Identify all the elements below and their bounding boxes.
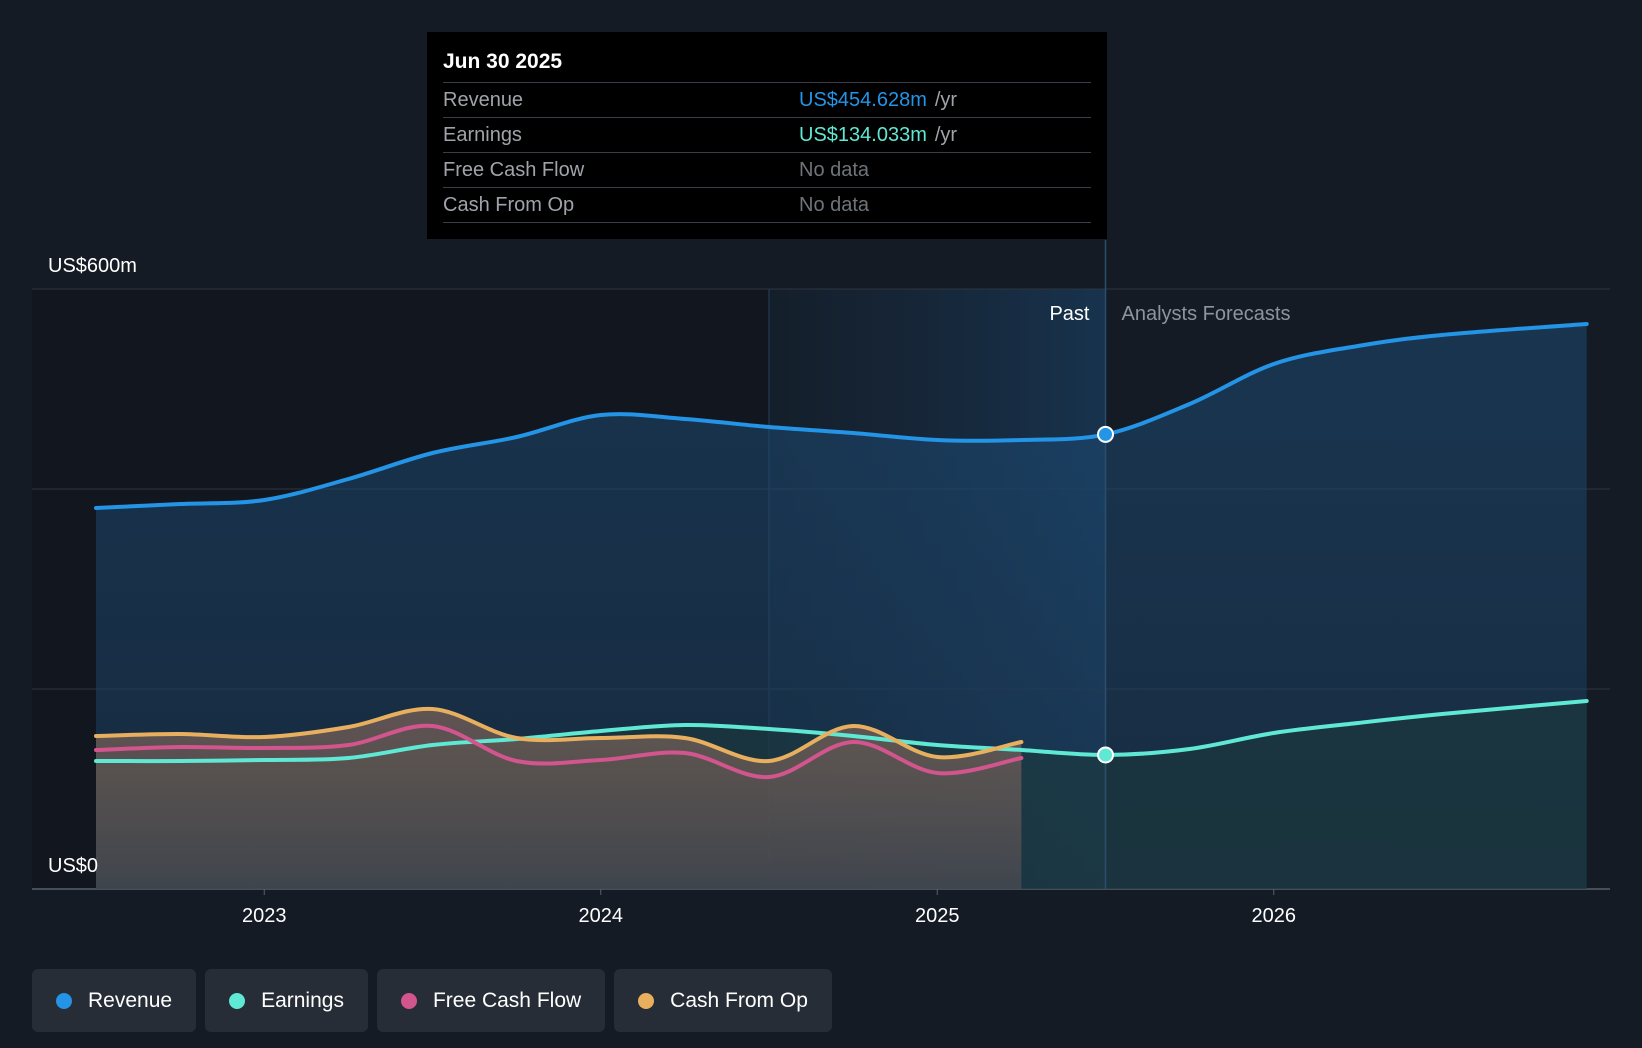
legend-item-cash-from-op[interactable]: Cash From Op — [614, 969, 832, 1032]
tooltip: Jun 30 2025 Revenue US$454.628m /yr Earn… — [427, 32, 1107, 239]
tooltip-unit: /yr — [934, 89, 958, 111]
x-tick-label: 2024 — [579, 905, 624, 927]
tooltip-value: US$134.033m — [799, 124, 927, 146]
earnings-marker — [1097, 746, 1114, 764]
tooltip-row-cash-from-op: Cash From Op No data — [443, 187, 1091, 223]
x-tick-label: 2023 — [242, 905, 287, 927]
legend-item-revenue[interactable]: Revenue — [32, 969, 197, 1032]
earnings-line — [94, 699, 1589, 764]
legend-item-earnings[interactable]: Earnings — [205, 969, 368, 1032]
cash-from-op-line — [94, 706, 1024, 764]
x-tick-label: 2025 — [915, 905, 960, 927]
tooltip-row-free-cash-flow: Free Cash Flow No data — [443, 152, 1091, 187]
tooltip-value: No data — [799, 159, 870, 181]
earnings-dot-icon — [229, 992, 246, 1009]
past-label: Past — [1049, 303, 1089, 325]
x-tick-label: 2026 — [1252, 905, 1297, 927]
free-cash-flow-line — [94, 723, 1024, 780]
free-cash-flow-dot-icon — [400, 992, 417, 1009]
legend-label: Revenue — [88, 988, 173, 1012]
revenue-marker — [1097, 425, 1114, 443]
tooltip-row-revenue: Revenue US$454.628m /yr — [443, 82, 1091, 117]
legend-label: Cash From Op — [670, 988, 808, 1012]
tooltip-label: Earnings — [443, 124, 522, 146]
cash-from-op-dot-icon — [638, 992, 655, 1009]
tooltip-label: Free Cash Flow — [443, 159, 585, 181]
tooltip-row-earnings: Earnings US$134.033m /yr — [443, 117, 1091, 152]
legend-item-free-cash-flow[interactable]: Free Cash Flow — [376, 969, 606, 1032]
tooltip-value: US$454.628m — [799, 89, 927, 111]
tooltip-date: Jun 30 2025 — [443, 50, 563, 73]
tooltip-value: No data — [799, 194, 870, 216]
cash-flow-area — [96, 708, 1022, 889]
forecast-label: Analysts Forecasts — [1122, 303, 1291, 325]
tooltip-label: Cash From Op — [443, 194, 575, 216]
y-axis-bottom-label: US$0 — [48, 855, 98, 877]
legend-label: Earnings — [261, 988, 344, 1012]
y-axis-top-label: US$600m — [48, 255, 137, 277]
legend-label: Free Cash Flow — [432, 988, 582, 1012]
revenue-dot-icon — [56, 992, 72, 1009]
revenue-line — [94, 322, 1589, 510]
legend: Revenue Earnings Free Cash Flow Cash Fro… — [32, 969, 832, 1032]
tooltip-label: Revenue — [443, 89, 524, 111]
tooltip-unit: /yr — [934, 124, 958, 146]
